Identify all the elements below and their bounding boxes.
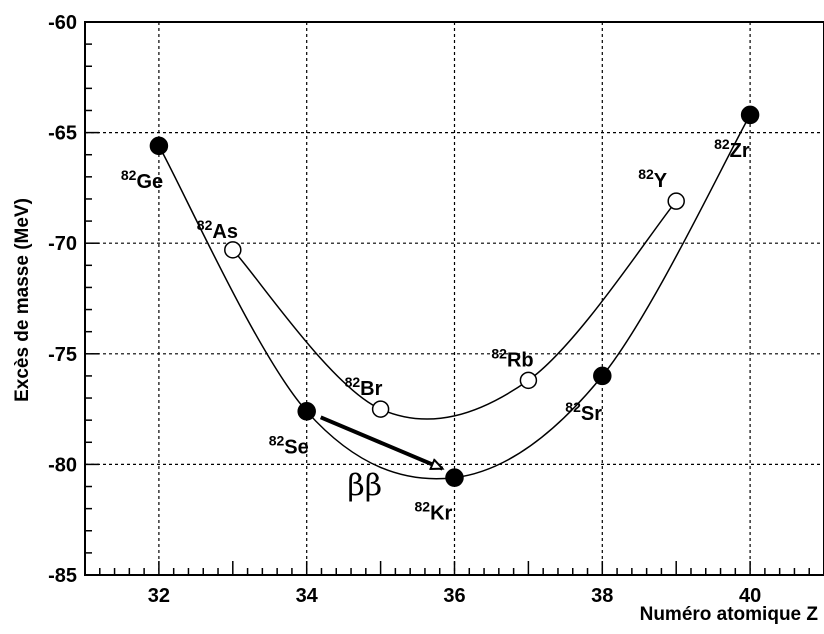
open-point [371, 400, 390, 418]
element-symbol: Se [284, 436, 308, 458]
mass-number: 82 [638, 166, 654, 182]
mass-number: 82 [269, 432, 285, 448]
element-symbol: Zr [730, 140, 750, 162]
nuclide-label: 82Kr [415, 499, 453, 525]
nuclide-label: 82Br [345, 374, 383, 400]
y-tick-label: -60 [48, 12, 77, 34]
nuclide-label: 82Se [269, 432, 309, 458]
mass-number: 82 [565, 399, 581, 415]
open-point [519, 371, 538, 390]
odd-odd-curve [232, 200, 677, 420]
mass-number: 82 [121, 167, 137, 183]
y-tick-label: -65 [48, 123, 77, 145]
element-symbol: Sr [581, 403, 602, 425]
nuclide-label: 82As [197, 217, 238, 243]
nuclide-label: 82Ge [121, 167, 163, 193]
axis-ticks: 32 34 36 38 40 -85 -80 -75 -70 -65 -60 [48, 12, 824, 607]
filled-point [297, 402, 316, 421]
open-point [667, 192, 685, 210]
element-symbol: Kr [430, 503, 452, 525]
nuclide-label: 82Zr [714, 136, 750, 162]
x-tick-label: 36 [443, 585, 465, 607]
element-symbol: Br [360, 378, 382, 400]
double-beta-label: ββ [347, 468, 382, 503]
y-axis-title: Excès de masse (MeV) [12, 198, 33, 402]
element-symbol: Y [654, 170, 668, 192]
double-beta-arrow [319, 415, 443, 471]
filled-point [445, 468, 464, 487]
grid [85, 22, 824, 575]
x-tick-label: 40 [739, 585, 761, 607]
x-tick-label: 34 [296, 585, 319, 607]
y-tick-label: -85 [48, 565, 77, 587]
filled-point [593, 366, 612, 386]
y-tick-label: -75 [48, 344, 77, 366]
mass-number: 82 [345, 374, 361, 390]
nuclide-label: 82Y [638, 166, 668, 192]
open-point [224, 241, 242, 259]
nuclide-label: 82Rb [491, 345, 533, 371]
x-tick-label: 38 [591, 585, 613, 607]
element-symbol: Rb [507, 349, 534, 371]
y-tick-label: -70 [48, 233, 77, 255]
filled-point [740, 105, 760, 125]
annotation: ββ [319, 415, 443, 503]
x-tick-label: 32 [148, 585, 170, 607]
element-symbol: As [212, 221, 238, 243]
element-symbol: Ge [136, 171, 163, 193]
data-points [149, 105, 760, 487]
x-axis-title: Numéro atomique Z [640, 604, 819, 625]
mass-number: 82 [415, 499, 431, 515]
mass-number: 82 [714, 136, 730, 152]
mass-number: 82 [197, 217, 213, 233]
y-tick-label: -80 [48, 454, 77, 476]
filled-point [149, 136, 169, 156]
nuclide-label: 82Sr [565, 399, 602, 425]
mass-number: 82 [491, 345, 507, 361]
